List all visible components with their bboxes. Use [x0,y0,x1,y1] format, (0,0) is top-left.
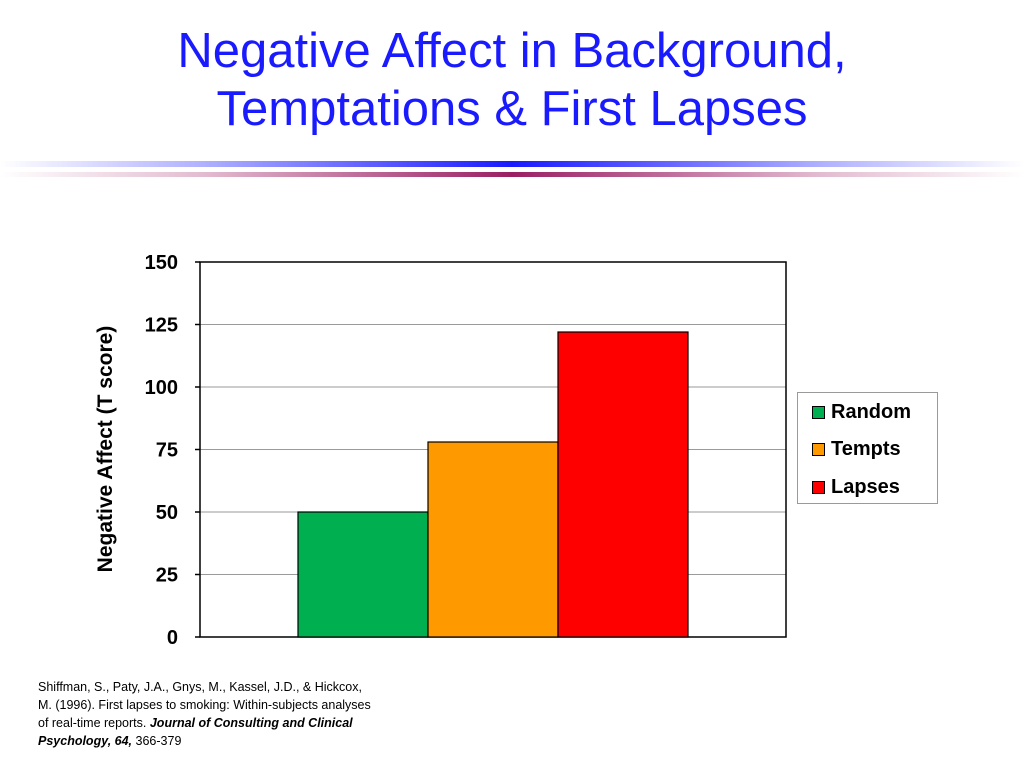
y-tick-label-25: 25 [156,565,178,587]
legend-swatch-tempts [812,442,825,456]
title-divider-magenta [0,172,1024,177]
chart-bars [297,331,689,638]
y-tick-label-75: 75 [156,440,178,462]
legend-label-tempts: Tempts [831,437,901,460]
chart-legend: Random Tempts Lapses [797,392,938,504]
title-line-1: Negative Affect in Background, [177,24,847,78]
legend-swatch-random [812,405,825,419]
legend-item-tempts: Tempts [812,437,901,461]
citation-authors: Shiffman, S., Paty, J.A., Gnys, M., Kass… [38,680,371,730]
citation-pages: 366-379 [135,734,182,748]
bar-tempts [427,441,559,638]
legend-item-lapses: Lapses [812,475,900,499]
y-tick-label-125: 125 [145,315,178,337]
y-axis-title: Negative Affect (T score) [94,326,117,573]
y-axis-ticks: 0 25 50 75 100 125 150 [145,252,200,649]
legend-label-random: Random [831,400,911,423]
citation-journal: Journal of Consulting and Clinical Psych… [38,716,353,748]
y-tick-label-0: 0 [167,627,178,649]
legend-item-random: Random [812,400,911,424]
y-tick-label-50: 50 [156,502,178,524]
title-line-2: Temptations & First Lapses [216,82,808,136]
legend-swatch-lapses [812,480,825,494]
bar-lapses [557,331,689,638]
citation: Shiffman, S., Paty, J.A., Gnys, M., Kass… [38,678,378,750]
bar-random [297,511,429,638]
y-tick-label-150: 150 [145,252,178,274]
y-tick-label-100: 100 [145,377,178,399]
legend-label-lapses: Lapses [831,475,900,498]
slide-title: Negative Affect in Background, Temptatio… [0,22,1024,138]
title-divider-blue [0,161,1024,167]
